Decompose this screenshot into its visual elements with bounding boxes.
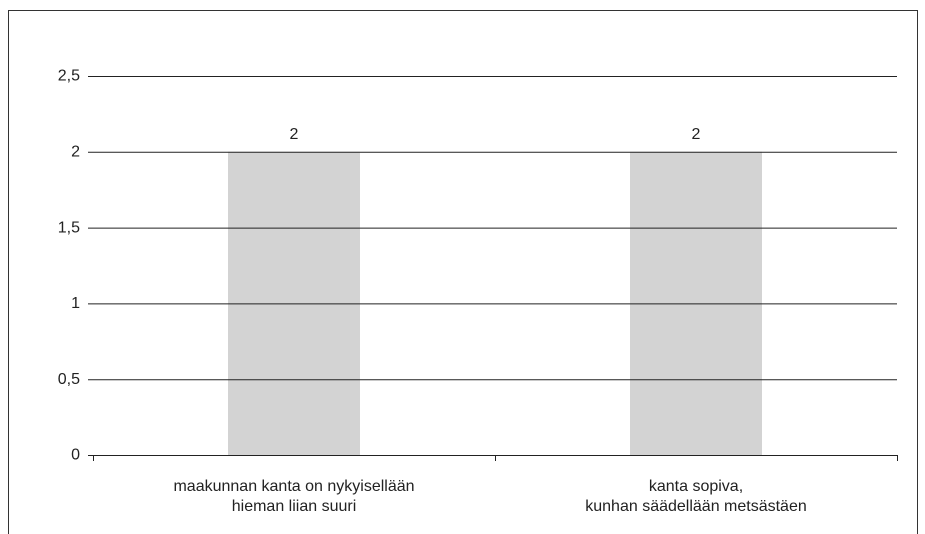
y-tick-label: 1 <box>71 295 80 312</box>
frame <box>8 10 918 534</box>
x-tick-label: maakunnan kanta on nykyisellään hieman l… <box>173 478 415 515</box>
value-label: 2 <box>692 126 701 143</box>
y-tick-label: 0,5 <box>58 371 80 388</box>
y-tick-label: 2,5 <box>58 68 80 85</box>
value-label: 2 <box>290 126 299 143</box>
x-tick-label: kanta sopiva, kunhan säädellään metsästä… <box>585 478 807 515</box>
y-tick-label: 0 <box>71 447 80 464</box>
y-tick-label: 2 <box>71 144 80 161</box>
y-tick-label: 1,5 <box>58 219 80 236</box>
